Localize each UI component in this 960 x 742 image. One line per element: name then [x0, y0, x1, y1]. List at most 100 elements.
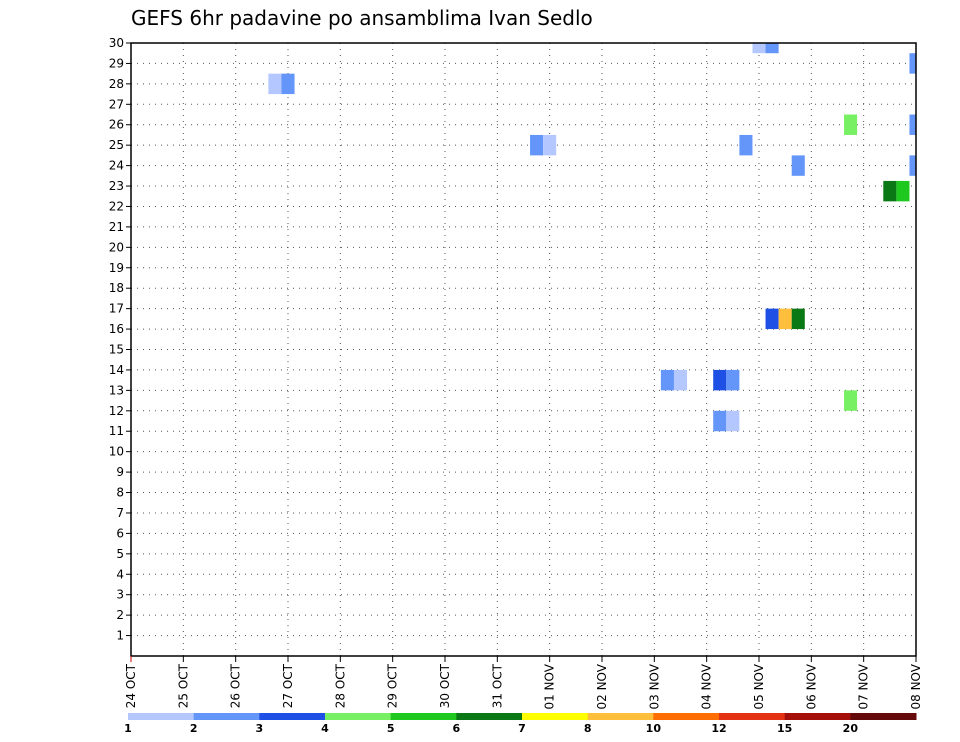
y-tick-label: 28	[109, 77, 124, 91]
y-tick-label: 16	[109, 322, 124, 336]
precip-cell	[281, 73, 295, 95]
colorbar-swatch	[719, 713, 786, 720]
colorbar-swatch	[456, 713, 523, 720]
y-tick-label: 27	[109, 97, 124, 111]
precip-cell	[726, 369, 740, 391]
colorbar-label: 3	[256, 722, 264, 735]
precip-cell	[739, 134, 753, 156]
precip-cell	[660, 369, 674, 391]
y-tick-label: 30	[109, 36, 124, 50]
colorbar-label: 2	[190, 722, 198, 735]
colorbar-label: 4	[321, 722, 329, 735]
y-tick-label: 2	[116, 608, 124, 622]
x-tick-label: 28 OCT	[333, 663, 347, 708]
x-tick-label: 26 OCT	[229, 663, 243, 708]
precip-cell	[909, 53, 916, 74]
y-tick-label: 7	[116, 506, 124, 520]
precip-cell	[909, 114, 916, 135]
colorbar-swatch	[193, 713, 260, 720]
y-tick-label: 26	[109, 118, 124, 132]
colorbar: 1 2 3 4 5 6 7 8 10 12 15 20	[124, 713, 917, 735]
x-tick-label: 29 OCT	[386, 663, 400, 708]
x-tick-label: 02 NOV	[595, 663, 609, 709]
precip-cell	[883, 180, 897, 202]
precip-cell	[765, 43, 779, 54]
colorbar-label: 1	[124, 722, 132, 735]
colorbar-swatch	[587, 713, 654, 720]
precip-cell	[673, 369, 688, 391]
precip-cell	[778, 308, 792, 330]
precip-cells	[268, 43, 916, 432]
y-tick-label: 29	[109, 56, 124, 70]
y-tick-label: 10	[109, 445, 124, 459]
x-tick-label: 01 NOV	[543, 663, 557, 709]
x-tick-label: 31 OCT	[490, 663, 504, 708]
precip-cell	[765, 308, 779, 330]
y-tick-label: 25	[109, 138, 124, 152]
chart-title: GEFS 6hr padavine po ansamblima Ivan Sed…	[131, 6, 593, 30]
y-tick-label: 19	[109, 261, 124, 275]
y-tick-label: 12	[109, 404, 124, 418]
x-tick-label: 03 NOV	[647, 663, 661, 709]
colorbar-label: 10	[646, 722, 662, 735]
x-tick-label: 07 NOV	[857, 663, 871, 709]
x-tick-label: 05 NOV	[752, 663, 766, 709]
precip-cell	[844, 390, 858, 411]
precip-cell	[530, 134, 544, 156]
x-tick-label: 06 NOV	[804, 663, 818, 709]
grid-lines	[131, 43, 916, 656]
colorbar-swatch	[259, 713, 326, 720]
y-tick-label: 15	[109, 343, 124, 357]
y-tick-label: 13	[109, 383, 124, 397]
precip-cell	[791, 308, 805, 330]
colorbar-swatch	[128, 713, 195, 720]
precip-cell	[543, 134, 557, 156]
x-tick-label: 08 NOV	[909, 663, 923, 709]
y-tick-label: 17	[109, 302, 124, 316]
y-tick-label: 14	[109, 363, 124, 377]
x-axis: 24 OCT 25 OCT 26 OCT 27 OCT 28 OCT 29 OCT 30 O…	[124, 656, 923, 710]
colorbar-swatch	[522, 713, 589, 720]
precip-cell	[844, 114, 858, 135]
precip-cell	[713, 369, 727, 391]
y-tick-label: 21	[109, 220, 124, 234]
x-tick-label: 27 OCT	[281, 663, 295, 708]
y-tick-label: 3	[116, 588, 124, 602]
y-axis: 1234567891011121314151617181920212223242…	[109, 36, 131, 643]
y-tick-label: 22	[109, 199, 124, 213]
colorbar-label: 8	[584, 722, 592, 735]
y-tick-label: 8	[116, 486, 124, 500]
colorbar-swatch	[784, 713, 851, 720]
y-tick-label: 5	[116, 547, 124, 561]
colorbar-label: 7	[518, 722, 526, 735]
y-tick-label: 6	[116, 526, 124, 540]
y-tick-label: 24	[109, 159, 124, 173]
colorbar-label: 15	[777, 722, 792, 735]
x-tick-label: 24 OCT	[124, 663, 138, 708]
colorbar-label: 6	[453, 722, 461, 735]
precip-cell	[909, 155, 916, 176]
y-tick-label: 4	[116, 567, 124, 581]
colorbar-label: 5	[387, 722, 395, 735]
x-tick-label: 25 OCT	[176, 663, 190, 708]
precip-cell	[791, 155, 805, 176]
y-tick-label: 20	[109, 240, 124, 254]
colorbar-label: 20	[843, 722, 859, 735]
y-tick-label: 9	[116, 465, 124, 479]
x-tick-label: 30 OCT	[438, 663, 452, 708]
y-tick-label: 18	[109, 281, 124, 295]
colorbar-swatch	[325, 713, 392, 720]
y-tick-label: 1	[116, 629, 124, 643]
colorbar-label: 12	[711, 722, 726, 735]
precip-cell	[268, 73, 282, 95]
precip-cell	[713, 410, 727, 432]
precip-cell	[896, 180, 910, 202]
colorbar-swatch	[390, 713, 457, 720]
precip-cell	[726, 410, 740, 432]
plot-frame	[130, 42, 917, 657]
colorbar-swatch	[653, 713, 720, 720]
colorbar-swatch	[850, 713, 917, 720]
y-tick-label: 11	[109, 424, 124, 438]
x-tick-label: 04 NOV	[700, 663, 714, 709]
